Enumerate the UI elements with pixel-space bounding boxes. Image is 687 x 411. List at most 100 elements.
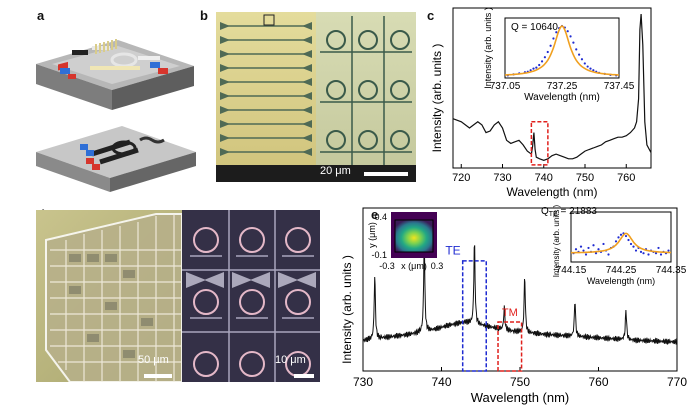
- chart-c-inset-point: [549, 44, 552, 47]
- panel-d-left-scale-bar-shape: [144, 374, 172, 378]
- chart-e-inset-point: [667, 249, 670, 252]
- chart-c-inset-point: [566, 30, 569, 33]
- chart-e-inset-point: [647, 253, 650, 256]
- chart-e-inset-point: [627, 238, 630, 242]
- chart-e-inset-point: [632, 245, 635, 248]
- chart-c-inset-frame: [504, 17, 620, 79]
- chart-e-inset-point: [642, 252, 645, 255]
- q-subscript: TE: [549, 211, 558, 218]
- chart-e-ylabel: Intensity (arb. units ): [340, 255, 354, 364]
- panel-b-scale-label: 20 μm: [320, 165, 351, 177]
- chart-c-inset-point: [578, 53, 581, 56]
- panel-d-right-scale-bar-shape: [294, 374, 314, 378]
- chart-c-inset-ylabel: Intensity (arb. units ): [483, 7, 493, 89]
- chart-c-xtick-label: 730: [493, 172, 511, 184]
- chart-e-inset-ylabel: Intensity (arb. units ): [552, 204, 561, 277]
- panel-a-label: a: [37, 8, 45, 23]
- chart-c-inset-point: [572, 41, 575, 44]
- chart-c-inset-xlabel: Wavelength (nm): [524, 92, 600, 103]
- chart-c-xtick-label: 720: [452, 172, 470, 184]
- chart-c-inset-point: [575, 48, 578, 51]
- chart-c-inset-xtick-label: 737.45: [604, 81, 635, 92]
- chart-c-inset-point: [555, 31, 558, 34]
- chart-c-inset-point: [589, 67, 592, 70]
- chart-c-frame: [452, 7, 652, 169]
- panel-b-label: b: [200, 8, 208, 23]
- chart-e: 730 740 750 760 770 Wavelength (nm) Intensity …: [340, 204, 687, 405]
- chart-c-inset-point: [529, 69, 532, 72]
- chart-c-highlight-box: [530, 121, 549, 166]
- q-value: = 21883: [558, 206, 598, 217]
- chart-e-te-box: [461, 260, 487, 372]
- chart-c-inset-point: [535, 66, 538, 69]
- chart-e-mode-ytick-label: 0.4: [374, 212, 387, 222]
- chart-e-spectrum-line: [362, 245, 678, 345]
- chart-c-inset-point: [586, 65, 589, 68]
- chart-e-inset-point: [574, 248, 578, 251]
- chart-c-ylabel: Intensity (arb. units ): [430, 44, 444, 153]
- panel-d-right-scale-label: 10 μm: [275, 354, 306, 366]
- chart-e-inset-point: [657, 246, 660, 250]
- chip-top-illustration: [36, 39, 194, 110]
- panel-c-label: c: [427, 8, 435, 23]
- chart-e-inset-point: [619, 233, 623, 236]
- chart-e-tm-label: TM: [502, 307, 518, 319]
- chart-e-inset-point: [587, 246, 590, 250]
- chart-e-inset-point: [617, 236, 620, 239]
- panel-a-schematic: [36, 39, 196, 192]
- chart-e-te-label: TE: [445, 244, 460, 258]
- chart-e-inset-point: [614, 240, 618, 243]
- chart-e-inset-point: [639, 250, 643, 253]
- chart-e-xtick-label: 760: [588, 375, 608, 389]
- chart-e-inset-point: [659, 253, 663, 256]
- chart-e-inset-point: [584, 253, 588, 256]
- chart-e-mode-xtick-label: -0.3: [379, 261, 395, 271]
- chart-e-inset-fit: [571, 232, 671, 254]
- chart-e-inset-point: [579, 245, 583, 248]
- chart-c-inset-point: [592, 69, 595, 72]
- chart-e-mode-xlabel: x (μm): [401, 261, 427, 271]
- chart-e-xtick-label: 740: [431, 375, 451, 389]
- chart-e-xlabel: Wavelength (nm): [471, 390, 570, 405]
- chart-e-inset-xtick-label: 744.35: [656, 265, 687, 276]
- chart-c-inset-fit: [504, 25, 620, 76]
- chart-e-inset-xlabel: Wavelength (nm): [587, 276, 655, 286]
- chart-c-inset-point: [583, 62, 586, 65]
- chart-e-inset-point: [594, 252, 598, 255]
- chart-e-inset-point: [654, 252, 658, 255]
- chart-e-mode-ylabel: y (μm): [367, 222, 377, 248]
- panel-e-label: e: [371, 207, 379, 222]
- panel-b-micrograph: 20 μm: [216, 12, 416, 182]
- chart-c-inset-point: [532, 67, 535, 70]
- chart-e-inset-annotation: QTE = 21883: [541, 206, 597, 218]
- chart-e-xtick-label: 770: [667, 375, 687, 389]
- chart-c-xtick-label: 750: [576, 172, 594, 184]
- panel-d-left-scale-label: 50 μm: [138, 354, 169, 366]
- chart-e-tm-box: [497, 321, 523, 372]
- chart-c-inset-point: [540, 60, 544, 63]
- chart-e-inset-point: [597, 248, 600, 251]
- chart-c-inset-annotation: Q = 10640: [511, 22, 558, 33]
- chart-e-inset-point: [582, 249, 585, 252]
- chart-e-xtick-label: 730: [353, 375, 373, 389]
- chart-c-inset-point: [546, 50, 549, 54]
- chip-bottom-illustration: [36, 126, 196, 192]
- chart-e-inset-point: [624, 234, 628, 238]
- chart-c-inset-point: [543, 56, 546, 59]
- panel-d-micrograph-right: [182, 210, 320, 382]
- chart-e-inset-point: [607, 253, 610, 256]
- chart-c-xtick-label: 760: [617, 172, 635, 184]
- chart-e-mode-profile: [394, 219, 434, 253]
- panel-b-scale-bar: [364, 172, 408, 176]
- chart-c-xlabel: Wavelength (nm): [507, 185, 598, 199]
- q-letter: Q: [541, 206, 549, 217]
- panel-d-micrograph-left: [36, 210, 182, 382]
- chart-e-inset-xtick-label: 744.15: [556, 265, 587, 276]
- chart-c-inset-xtick-label: 737.25: [547, 81, 578, 92]
- chart-e-mode-ytick-label: -0.1: [371, 250, 387, 260]
- chart-e-inset-point: [629, 242, 633, 246]
- chart-c-inset-point: [580, 58, 584, 61]
- chart-e-inset-frame: [570, 211, 672, 263]
- chart-e-inset-point: [592, 244, 595, 247]
- chart-e-inset-point: [634, 249, 638, 252]
